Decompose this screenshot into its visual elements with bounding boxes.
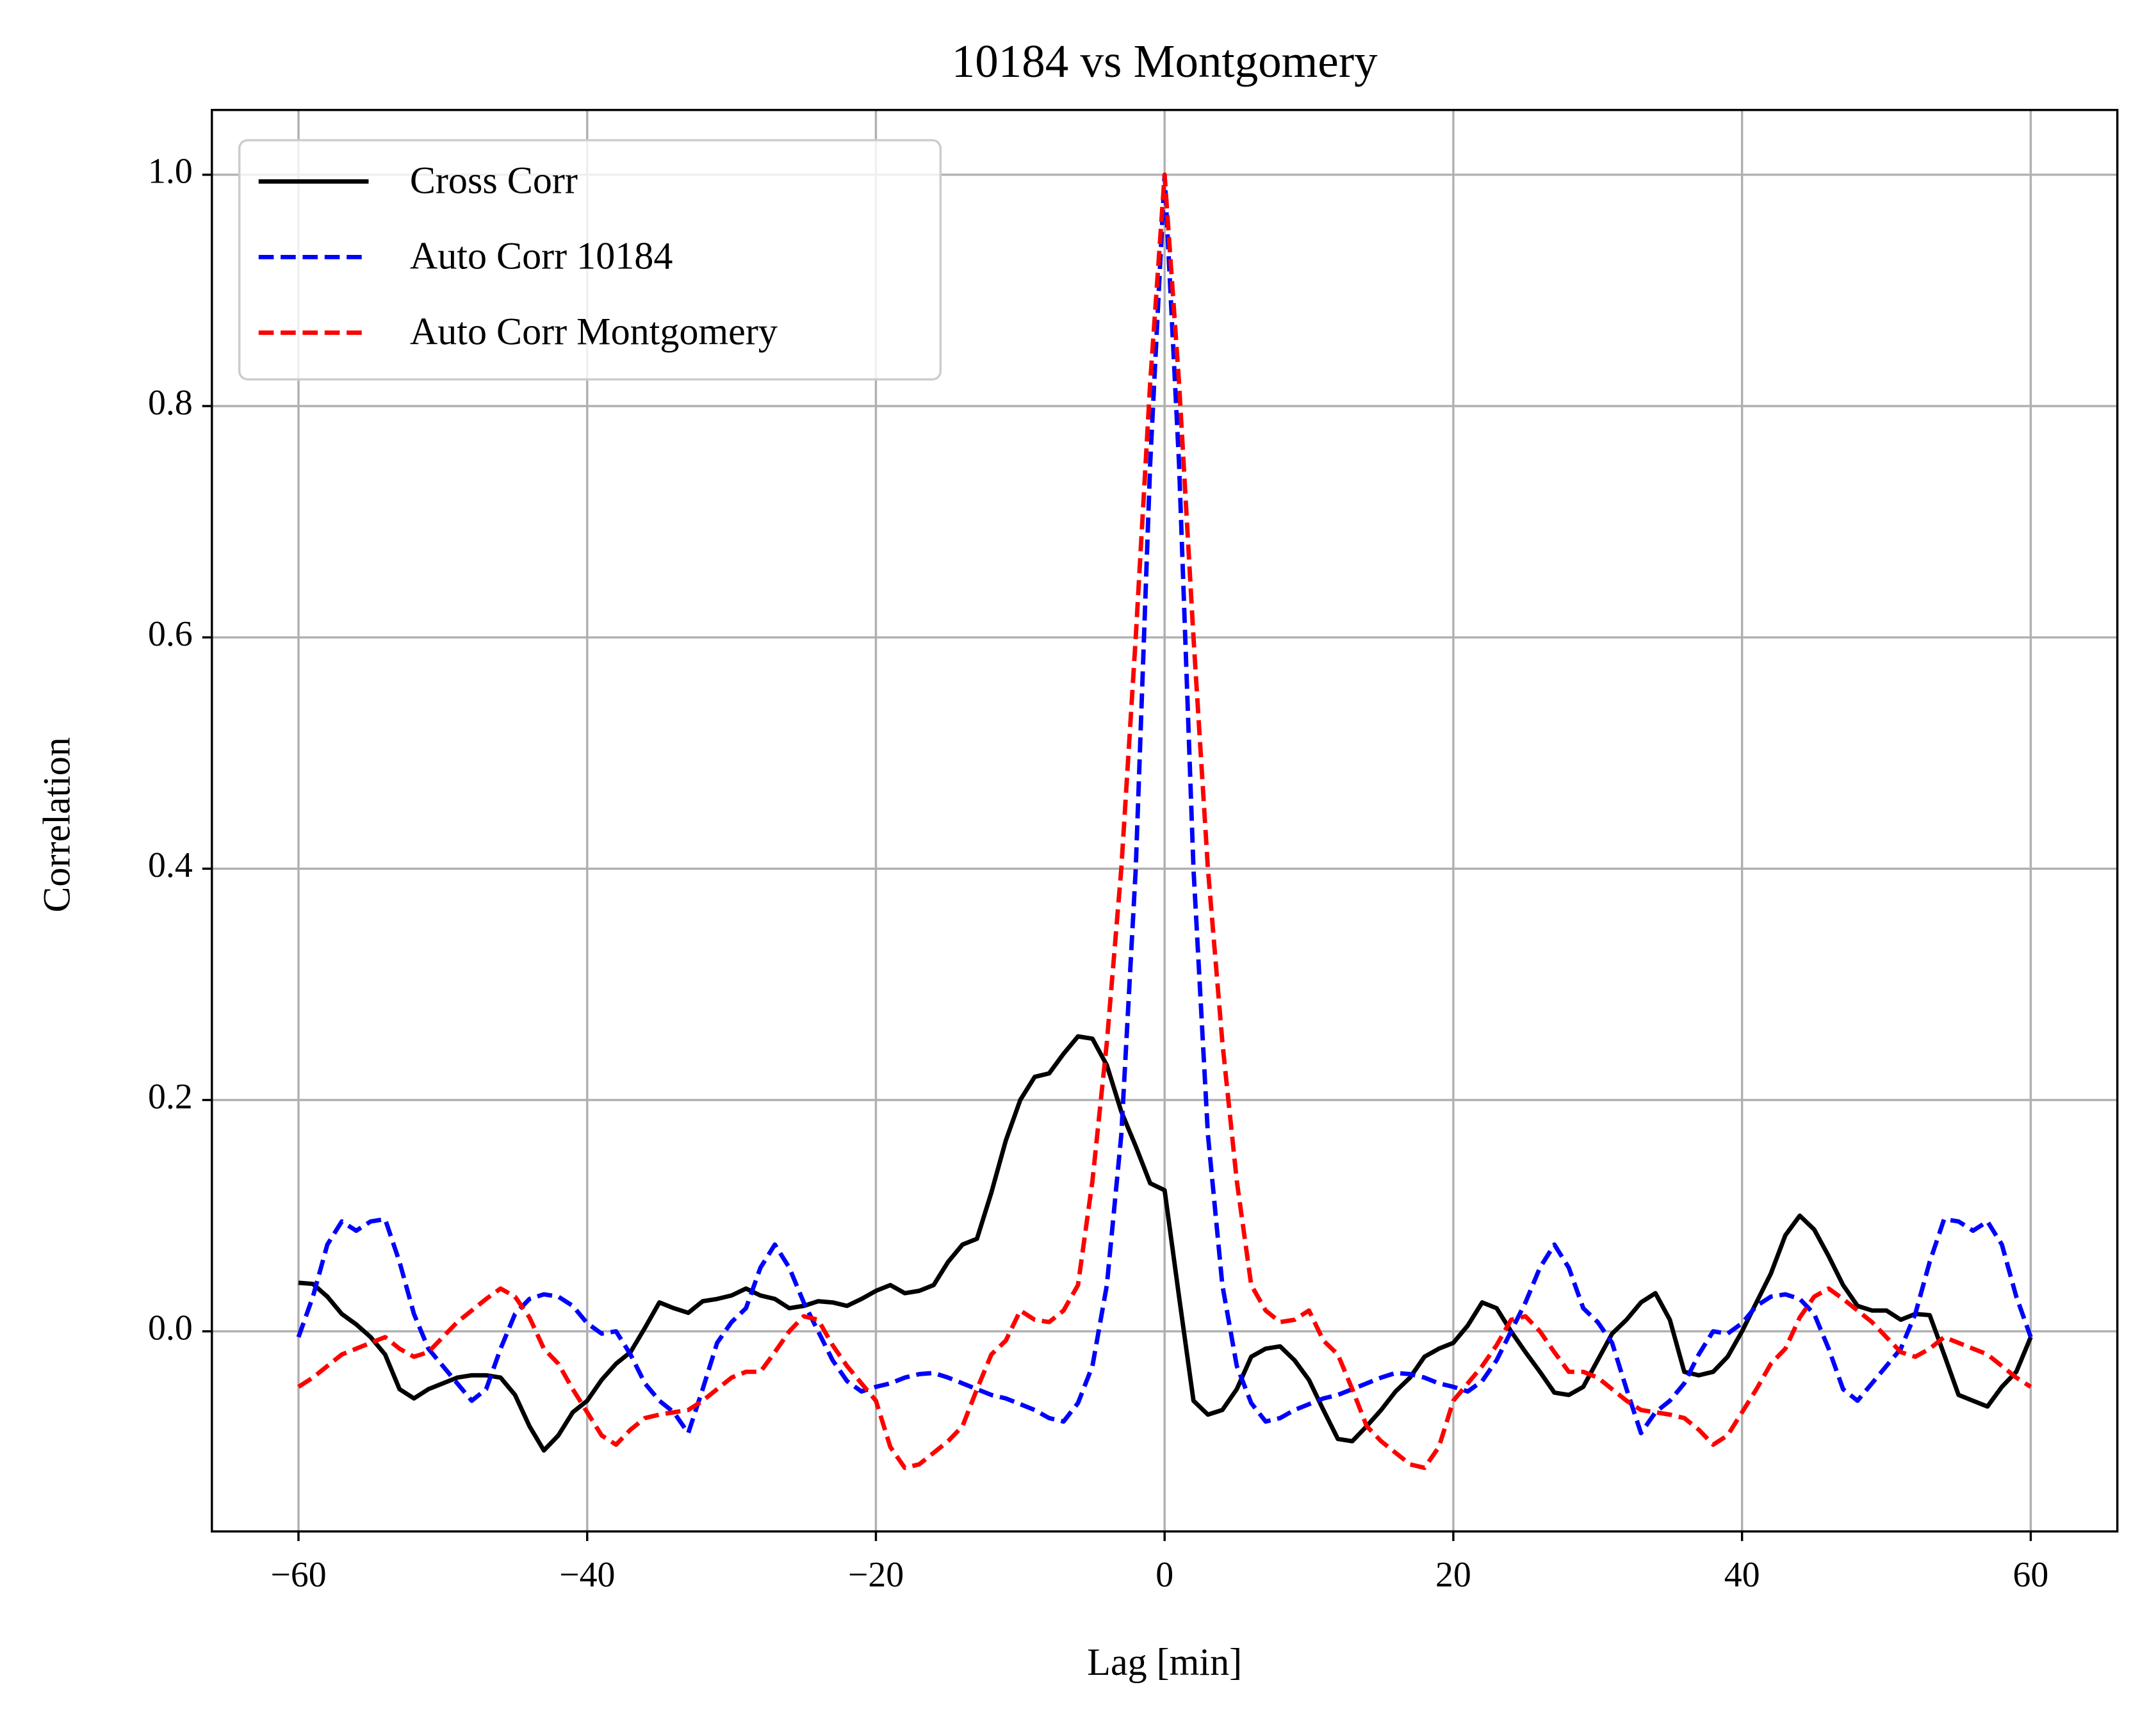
x-tick-label: 0 xyxy=(1156,1555,1173,1595)
legend-box xyxy=(238,139,942,381)
y-tick-label: 0.2 xyxy=(148,1077,193,1116)
x-axis-label: Lag [min] xyxy=(1087,1640,1242,1683)
legend-label: Auto Corr 10184 xyxy=(410,234,673,277)
data-line xyxy=(297,172,2032,1471)
y-tick-label: 0.0 xyxy=(148,1308,193,1348)
x-tick-label: −40 xyxy=(559,1555,615,1595)
x-tick-label: −20 xyxy=(848,1555,904,1595)
y-tick-label: 1.0 xyxy=(148,152,193,192)
y-tick-label: 0.8 xyxy=(148,383,193,423)
y-axis-label: Correlation xyxy=(35,737,78,913)
y-tick-label: 0.6 xyxy=(148,614,193,654)
x-tick-label: 40 xyxy=(1724,1555,1760,1595)
data-line xyxy=(298,1034,2033,1453)
legend: Cross Corr Auto Corr 10184 Auto Corr Montg… xyxy=(238,139,942,381)
plot-lines xyxy=(296,172,2033,1471)
x-tick-label: 60 xyxy=(2013,1555,2049,1595)
chart-title: 10184 vs Montgomery xyxy=(952,35,1378,87)
legend-label: Auto Corr Montgomery xyxy=(410,310,778,353)
x-tick-label: 20 xyxy=(1435,1555,1471,1595)
legend-label: Cross Corr xyxy=(410,158,578,201)
x-tick-label: −60 xyxy=(270,1555,326,1595)
y-tick-label: 0.4 xyxy=(148,845,193,885)
ticks: −60 −40 −20 0 20 40 60 0.0 0.2 0.4 0.6 0.8 1.0 xyxy=(148,152,2048,1595)
